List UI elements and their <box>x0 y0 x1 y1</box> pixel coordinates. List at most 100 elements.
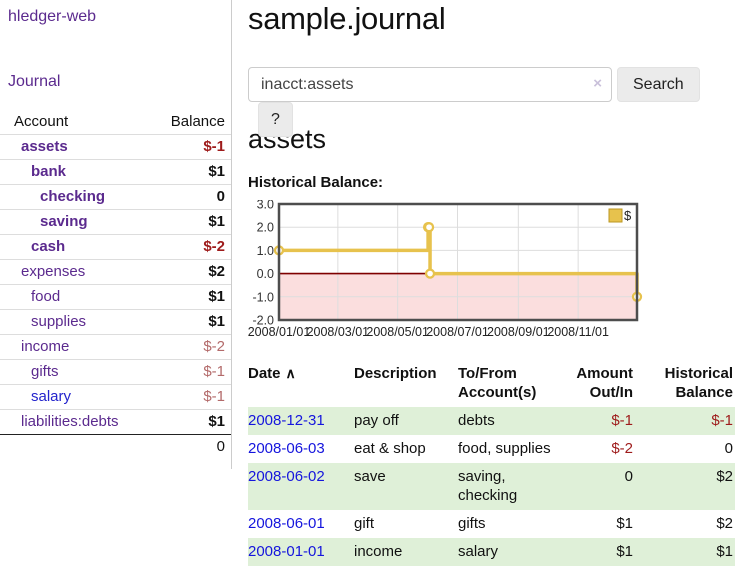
transaction-accounts: salary <box>458 542 499 560</box>
search-input[interactable] <box>248 67 612 103</box>
transaction-amount: $-1 <box>611 411 633 429</box>
svg-text:2.0: 2.0 <box>257 220 274 234</box>
transaction-balance: $2 <box>716 514 733 532</box>
svg-text:2008/09/01: 2008/09/01 <box>487 325 550 339</box>
page-title: sample.journal <box>248 1 446 36</box>
transaction-date-link[interactable]: 2008-01-01 <box>248 542 325 560</box>
transaction-amount: 0 <box>624 467 633 485</box>
clear-search-icon[interactable]: × <box>593 75 602 93</box>
balance-column-header: Balance <box>170 113 225 130</box>
svg-text:2008/11/01: 2008/11/01 <box>547 325 609 339</box>
accounts-column-header: To/From Account(s) <box>458 364 537 401</box>
chart-title: Historical Balance: <box>248 173 384 191</box>
sidebar-item-journal[interactable]: Journal <box>8 73 61 90</box>
account-link-income[interactable]: income <box>21 338 70 355</box>
transaction-accounts: saving, checking <box>458 467 518 504</box>
account-balance: $1 <box>154 209 231 235</box>
account-row-checking: checking 0 <box>0 184 231 210</box>
account-row-expenses: expenses $2 <box>0 259 231 285</box>
account-column-header: Account <box>14 113 69 130</box>
transaction-balance: $-1 <box>711 411 733 429</box>
transaction-amount: $1 <box>616 542 633 560</box>
account-row-liabilities-debts: liabilities:debts $1 <box>0 409 231 435</box>
transaction-date-link[interactable]: 2008-06-03 <box>248 439 325 457</box>
account-balance: $-2 <box>154 234 231 260</box>
account-row-assets: assets $-1 <box>0 134 231 160</box>
transaction-balance: 0 <box>724 439 733 457</box>
svg-text:2008/01/01: 2008/01/01 <box>248 325 310 339</box>
account-row-bank: bank $1 <box>0 159 231 185</box>
account-row-saving: saving $1 <box>0 209 231 235</box>
account-balance: 0 <box>154 184 231 210</box>
account-heading: assets <box>248 124 327 155</box>
transaction-date-link[interactable]: 2008-12-31 <box>248 411 325 429</box>
transaction-description: gift <box>354 514 375 532</box>
register-row: 2008-12-31 pay off debts $-1 $-1 <box>248 406 735 435</box>
account-link-cash[interactable]: cash <box>31 238 66 255</box>
transaction-accounts: debts <box>458 411 495 429</box>
account-tree-table: Account Balance assets $-1 bank $1 check… <box>0 110 231 459</box>
transaction-description: pay off <box>354 411 399 429</box>
svg-text:2008/05/01: 2008/05/01 <box>366 325 429 339</box>
sidebar: hledger-web Journal Account Balance asse… <box>0 0 232 469</box>
transaction-description: eat & shop <box>354 439 426 457</box>
svg-text:$: $ <box>624 208 632 223</box>
register-row: 2008-01-01 income salary $1 $1 <box>248 537 735 566</box>
transaction-balance: $2 <box>716 467 733 485</box>
transaction-description: income <box>354 542 403 560</box>
svg-text:-1.0: -1.0 <box>252 290 274 304</box>
search-form: × Search? <box>248 67 742 138</box>
account-row-supplies: supplies $1 <box>0 309 231 335</box>
account-balance: $-2 <box>154 334 231 360</box>
account-link-liabilities-debts[interactable]: liabilities:debts <box>21 413 119 430</box>
account-link-bank[interactable]: bank <box>31 163 67 180</box>
account-link-supplies[interactable]: supplies <box>31 313 87 330</box>
chart-svg: $3.0 2.0 1.0 0.0 -1.0 -2.02008/01/012008/03/0… <box>248 197 643 339</box>
svg-text:2008/07/01: 2008/07/01 <box>426 325 489 339</box>
account-balance: $2 <box>154 259 231 285</box>
transaction-accounts: gifts <box>458 514 486 532</box>
register-row: 2008-06-03 eat & shop food, supplies $-2… <box>248 435 735 463</box>
svg-text:3.0: 3.0 <box>257 200 274 212</box>
account-link-checking[interactable]: checking <box>40 188 106 205</box>
account-balance: $-1 <box>154 134 231 160</box>
account-link-assets[interactable]: assets <box>21 138 68 155</box>
transaction-description: save <box>354 467 386 485</box>
account-balance: $1 <box>154 309 231 335</box>
amount-column-header: Amount Out/In <box>576 364 633 401</box>
account-row-salary: salary $-1 <box>0 384 231 410</box>
account-total-value: 0 <box>154 434 231 459</box>
help-button[interactable]: ? <box>258 102 293 138</box>
account-balance: $1 <box>154 159 231 185</box>
account-link-saving[interactable]: saving <box>40 213 88 230</box>
description-column-header: Description <box>354 364 437 382</box>
account-link-food[interactable]: food <box>31 288 61 305</box>
account-balance: $1 <box>154 284 231 310</box>
sort-ascending-icon: ∧ <box>285 364 296 381</box>
transaction-accounts: food, supplies <box>458 439 551 457</box>
account-link-gifts[interactable]: gifts <box>31 363 59 380</box>
transaction-amount: $1 <box>616 514 633 532</box>
search-button[interactable]: Search <box>617 67 700 103</box>
svg-text:2008/03/01: 2008/03/01 <box>307 325 370 339</box>
historical-balance-chart: $3.0 2.0 1.0 0.0 -1.0 -2.0 2008/01/01 2008/03/0… <box>248 197 742 347</box>
balance-column-header: Historical Balance <box>664 364 733 401</box>
date-column-header[interactable]: Date ∧ <box>248 364 296 382</box>
transaction-balance: $1 <box>716 542 733 560</box>
account-row-income: income $-2 <box>0 334 231 360</box>
account-link-salary[interactable]: salary <box>31 388 72 405</box>
transaction-date-link[interactable]: 2008-06-02 <box>248 467 325 485</box>
main-content: sample.journal × Search? assets Historic… <box>248 0 742 566</box>
transaction-date-link[interactable]: 2008-06-01 <box>248 514 325 532</box>
account-row-food: food $1 <box>0 284 231 310</box>
register-header-row: Date ∧ Description To/From Account(s) Amo… <box>248 360 735 407</box>
account-link-expenses[interactable]: expenses <box>21 263 86 280</box>
register-table: Date ∧ Description To/From Account(s) Amo… <box>248 360 735 566</box>
brand-link[interactable]: hledger-web <box>8 8 97 25</box>
account-row-cash: cash $-2 <box>0 234 231 260</box>
account-balance: $-1 <box>154 384 231 410</box>
svg-text:0.0: 0.0 <box>257 267 274 281</box>
account-row-gifts: gifts $-1 <box>0 359 231 385</box>
account-table-header: Account Balance <box>0 110 231 135</box>
register-row: 2008-06-02 save saving, checking 0 $2 <box>248 462 735 510</box>
